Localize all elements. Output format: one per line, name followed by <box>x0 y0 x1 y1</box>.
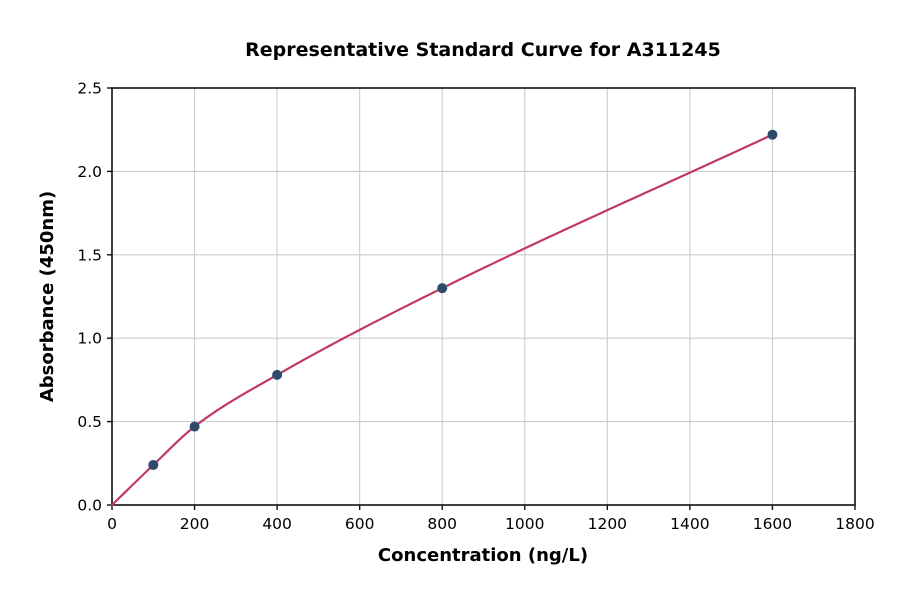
x-tick-label: 1400 <box>670 515 709 533</box>
fit-curve-layer <box>110 133 774 507</box>
plot-border <box>111 87 856 506</box>
y-axis-label: Absorbance (450nm) <box>37 191 58 402</box>
x-tick-label: 1800 <box>835 515 874 533</box>
y-tick-label: 2.5 <box>77 80 102 98</box>
data-point <box>272 369 283 380</box>
data-point <box>437 283 448 294</box>
grid-layer <box>112 88 855 505</box>
fit-curve <box>110 133 774 507</box>
y-tick-label: 1.0 <box>77 330 102 348</box>
x-tick-label: 1600 <box>753 515 792 533</box>
chart-title: Representative Standard Curve for A31124… <box>245 39 721 61</box>
y-tick-label: 1.5 <box>77 246 102 264</box>
data-point-layer <box>148 129 778 470</box>
y-tick-label: 2.0 <box>77 163 102 181</box>
x-tick-label: 200 <box>180 515 210 533</box>
plot-frame <box>111 87 856 506</box>
x-axis-label: Concentration (ng/L) <box>378 545 588 566</box>
x-tick-label: 400 <box>262 515 292 533</box>
data-point <box>189 421 200 432</box>
tick-layer: 0 200 400 600 800 1000 1200 1400 1600 1800 0.0 0.5 1… <box>77 80 874 534</box>
data-point <box>148 459 159 470</box>
x-tick-label: 1000 <box>505 515 544 533</box>
x-tick-label: 800 <box>427 515 457 533</box>
x-tick-label: 1200 <box>588 515 627 533</box>
data-point <box>767 129 778 140</box>
x-tick-label: 600 <box>345 515 375 533</box>
x-tick-label: 0 <box>107 515 117 533</box>
y-tick-label: 0.5 <box>77 413 102 431</box>
y-tick-label: 0.0 <box>77 497 102 515</box>
